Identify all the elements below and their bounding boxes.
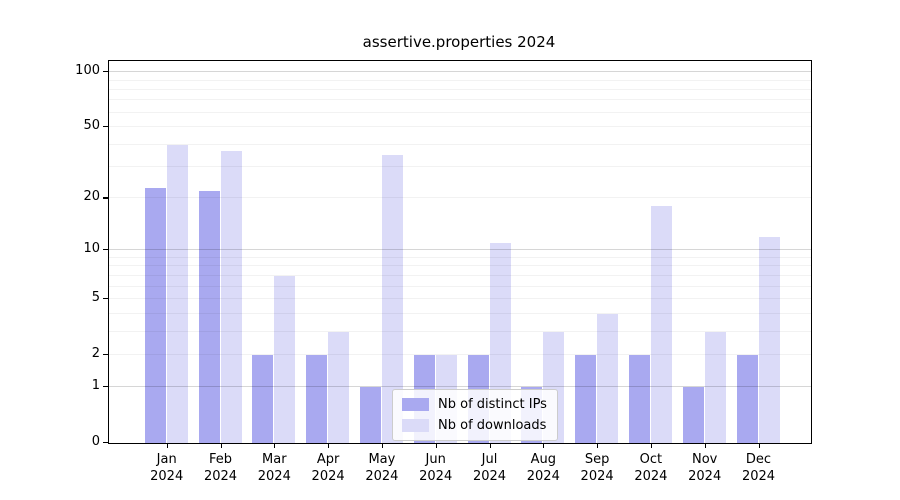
x-tick-label-2: Mar 2024: [257, 452, 291, 484]
x-tick-label-8: Sep 2024: [580, 452, 614, 484]
y-tick-label-10: 10: [83, 241, 100, 257]
x-tick-mark-10: [704, 443, 706, 448]
legend-swatch-distinct-ips: [402, 398, 429, 411]
gridline-2: [109, 353, 811, 355]
bar-dec-2024-downloads: [758, 236, 780, 443]
x-tick-label-11: Dec 2024: [741, 452, 776, 484]
gridline-3: [109, 330, 811, 332]
x-tick-label-4: May 2024: [365, 452, 399, 484]
x-tick-mark-1: [220, 443, 222, 448]
gridline-20: [109, 197, 811, 199]
gridline-50: [109, 126, 811, 127]
bar-jan-2024-downloads: [166, 144, 188, 443]
x-tick-mark-8: [597, 443, 599, 448]
chart-title: assertive.properties 2024: [362, 33, 556, 51]
gridline-90: [109, 79, 811, 81]
gridline-100: [109, 71, 811, 73]
x-tick-label-1: Feb 2024: [203, 452, 238, 484]
gridline-60: [109, 111, 811, 113]
x-tick-label-0: Jan 2024: [150, 452, 184, 484]
x-tick-mark-3: [328, 443, 330, 448]
bar-feb-2024-downloads: [220, 150, 242, 443]
y-tick-label-100: 100: [75, 63, 100, 79]
x-tick-mark-4: [381, 443, 384, 448]
gridline-30: [109, 166, 811, 167]
gridline-70: [109, 99, 811, 101]
x-tick-label-9: Oct 2024: [634, 452, 668, 484]
x-tick-label-10: Nov 2024: [688, 452, 722, 484]
legend-entry-distinct-ips: Nb of distinct IPs: [402, 397, 547, 412]
y-tick-label-5: 5: [91, 290, 100, 305]
legend-entry-downloads: Nb of downloads: [402, 418, 547, 433]
gridline-1: [109, 386, 811, 388]
y-tick-mark-20: [103, 197, 108, 199]
legend: Nb of distinct IPs Nb of downloads: [392, 389, 558, 441]
bar-feb-2024-distinct-ips: [198, 191, 220, 443]
plot-area: Nb of distinct IPs Nb of downloads: [108, 60, 812, 444]
bar-mar-2024-distinct-ips: [252, 354, 274, 443]
legend-label-distinct-ips: Nb of distinct IPs: [438, 397, 547, 412]
y-tick-label-50: 50: [83, 118, 100, 134]
gridline-10: [109, 249, 811, 251]
x-tick-mark-0: [166, 443, 168, 448]
gridline-8: [109, 265, 811, 267]
bar-oct-2024-downloads: [650, 206, 672, 443]
x-tick-label-5: Jun 2024: [419, 452, 453, 484]
x-tick-mark-5: [435, 443, 437, 448]
x-tick-mark-7: [543, 443, 545, 448]
y-tick-mark-5: [103, 298, 108, 300]
x-tick-mark-9: [650, 443, 653, 448]
bar-sep-2024-distinct-ips: [575, 354, 597, 443]
bar-jan-2024-distinct-ips: [144, 187, 166, 443]
gridline-4: [109, 312, 811, 314]
y-tick-mark-100: [103, 71, 108, 73]
legend-label-downloads: Nb of downloads: [438, 418, 547, 433]
gridline-40: [109, 143, 811, 145]
bar-oct-2024-distinct-ips: [628, 354, 650, 443]
y-tick-mark-10: [103, 249, 108, 251]
bar-apr-2024-downloads: [328, 331, 350, 443]
x-tick-mark-6: [489, 443, 491, 448]
bar-nov-2024-distinct-ips: [682, 387, 704, 443]
gridline-6: [109, 285, 811, 287]
bar-dec-2024-distinct-ips: [736, 354, 758, 443]
bar-nov-2024-downloads: [704, 331, 726, 443]
gridline-7: [109, 274, 811, 276]
y-tick-label-20: 20: [83, 189, 100, 205]
bar-may-2024-downloads: [381, 155, 403, 443]
x-tick-mark-11: [758, 443, 760, 448]
y-tick-mark-0: [103, 442, 108, 444]
x-tick-mark-2: [274, 443, 276, 448]
y-tick-label-0: 0: [91, 434, 100, 449]
legend-swatch-downloads: [402, 419, 429, 432]
bar-apr-2024-distinct-ips: [306, 354, 328, 443]
x-tick-label-6: Jul 2024: [472, 452, 507, 484]
gridline-5: [109, 298, 811, 299]
bar-sep-2024-downloads: [597, 313, 619, 443]
x-tick-label-3: Apr 2024: [311, 452, 345, 484]
x-tick-label-7: Aug 2024: [526, 452, 560, 484]
gridline-80: [109, 88, 811, 90]
gridline-9: [109, 257, 811, 258]
y-tick-label-2: 2: [91, 345, 100, 361]
y-tick-mark-50: [103, 126, 108, 128]
y-tick-label-1: 1: [91, 378, 100, 394]
bar-may-2024-distinct-ips: [359, 387, 381, 443]
y-tick-mark-2: [103, 353, 108, 355]
y-tick-mark-1: [103, 386, 108, 388]
bar-mar-2024-downloads: [274, 275, 296, 443]
